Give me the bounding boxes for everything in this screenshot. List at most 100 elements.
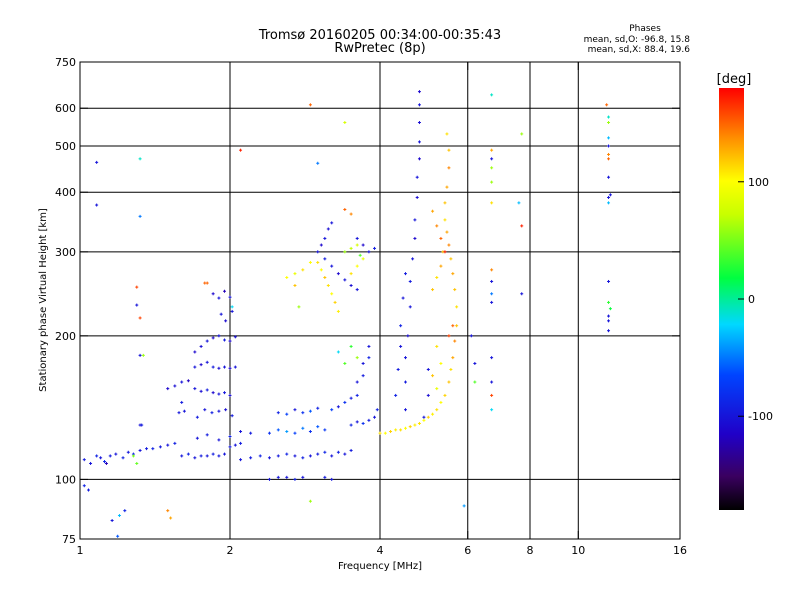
- data-point: [99, 456, 103, 460]
- x-tick-label: 1: [77, 544, 84, 557]
- data-point: [108, 454, 112, 458]
- data-point: [361, 361, 365, 365]
- data-point: [211, 452, 215, 456]
- data-point: [228, 366, 232, 370]
- data-point: [336, 309, 340, 313]
- data-point: [349, 396, 353, 400]
- data-point: [173, 441, 177, 445]
- data-point: [319, 243, 323, 247]
- data-point: [223, 289, 227, 293]
- y-tick-label: 100: [55, 473, 76, 486]
- data-point: [316, 452, 320, 456]
- data-point: [276, 475, 280, 479]
- data-point: [330, 408, 334, 412]
- data-point: [199, 344, 203, 348]
- data-point: [473, 380, 477, 384]
- data-point: [145, 447, 149, 451]
- data-point: [138, 316, 142, 320]
- data-point: [355, 264, 359, 268]
- y-axis-label: Stationary phase Virtual Height [km]: [38, 208, 49, 392]
- data-point: [285, 475, 289, 479]
- data-point: [375, 408, 379, 412]
- data-point: [403, 380, 407, 384]
- data-point: [166, 387, 170, 391]
- data-point: [447, 166, 451, 170]
- data-point: [230, 305, 234, 309]
- data-point: [343, 207, 347, 211]
- data-point: [415, 175, 419, 179]
- data-point: [439, 361, 443, 365]
- data-point: [607, 201, 611, 205]
- data-point: [490, 180, 494, 184]
- data-point: [285, 430, 289, 434]
- data-point: [490, 393, 494, 397]
- data-point: [355, 420, 359, 424]
- data-point: [193, 365, 197, 369]
- data-point: [394, 428, 398, 432]
- axis-ticks: 1 2 4 6 8 10 16 75 100 200 300 400 500 600 750: [55, 56, 687, 557]
- data-point: [417, 90, 421, 94]
- data-point: [336, 450, 340, 454]
- data-point: [230, 309, 234, 313]
- data-point: [607, 329, 611, 333]
- data-point: [224, 319, 228, 323]
- data-point: [205, 360, 209, 364]
- data-point: [417, 121, 421, 125]
- data-point: [408, 305, 412, 309]
- data-point: [233, 443, 237, 447]
- data-point: [336, 350, 340, 354]
- data-point: [349, 246, 353, 250]
- data-point: [403, 426, 407, 430]
- data-point: [451, 272, 455, 276]
- data-point: [228, 295, 232, 299]
- data-point: [413, 236, 417, 240]
- y-tick-label: 500: [55, 140, 76, 153]
- data-point: [103, 460, 107, 464]
- phase-line-o: mean, sd,O: -96.8, 15.8: [584, 35, 691, 45]
- data-point: [490, 292, 494, 296]
- data-point: [417, 157, 421, 161]
- data-point: [95, 203, 99, 207]
- data-point: [166, 443, 170, 447]
- data-point: [349, 212, 353, 216]
- data-point: [267, 456, 271, 460]
- data-point: [455, 305, 459, 309]
- data-point: [358, 253, 362, 257]
- data-point: [138, 157, 142, 161]
- data-point: [406, 334, 410, 338]
- data-point: [205, 454, 209, 458]
- data-point: [349, 423, 353, 427]
- data-point: [323, 236, 327, 240]
- data-point: [607, 300, 611, 304]
- data-point: [401, 296, 405, 300]
- data-point: [173, 384, 177, 388]
- data-point: [355, 236, 359, 240]
- data-point: [89, 461, 93, 465]
- data-point: [413, 218, 417, 222]
- data-point: [193, 387, 197, 391]
- data-point: [285, 452, 289, 456]
- data-point: [607, 121, 611, 125]
- y-tick-label: 600: [55, 102, 76, 115]
- data-point: [114, 452, 118, 456]
- data-point: [443, 250, 447, 254]
- data-point: [349, 448, 353, 452]
- data-point: [217, 334, 221, 338]
- data-point: [301, 456, 305, 460]
- data-point: [443, 201, 447, 205]
- data-point: [367, 250, 371, 254]
- data-point: [316, 250, 320, 254]
- data-point: [211, 336, 215, 340]
- data-point: [138, 448, 142, 452]
- data-point: [180, 380, 184, 384]
- y-tick-label: 300: [55, 246, 76, 259]
- chart-subtitle: RwPretec (8p): [334, 41, 425, 56]
- data-point: [343, 278, 347, 282]
- data-point: [301, 426, 305, 430]
- phase-heading: Phases: [629, 24, 661, 34]
- data-point: [330, 221, 334, 225]
- data-point: [330, 264, 334, 268]
- data-point: [86, 488, 90, 492]
- data-point: [239, 458, 243, 462]
- data-point: [267, 431, 271, 435]
